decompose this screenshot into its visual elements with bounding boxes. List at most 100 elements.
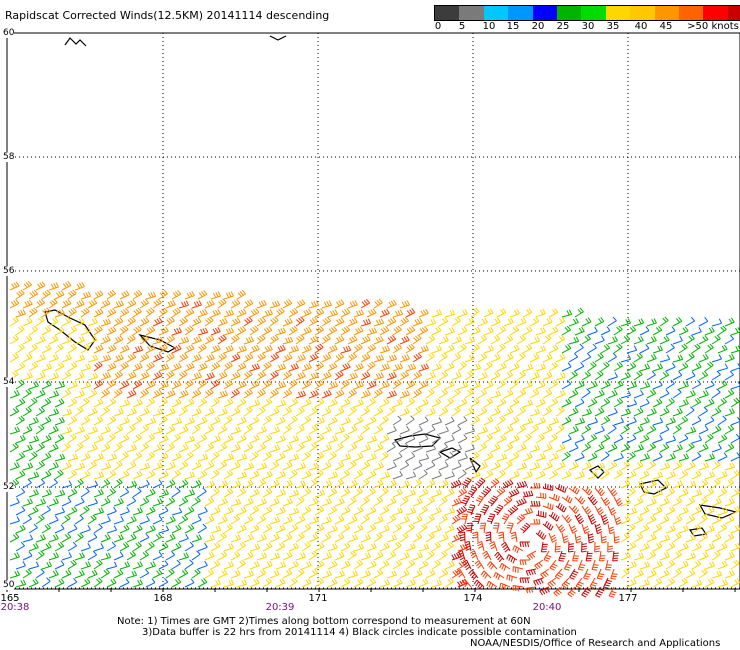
barb-feather (26, 318, 31, 324)
wind-barb (457, 361, 467, 372)
wind-barb (418, 326, 429, 336)
barb-feather (383, 435, 388, 441)
barb-feather (270, 391, 275, 396)
barb-feather (111, 397, 117, 403)
barb-feather (645, 470, 650, 476)
barb-feather (281, 416, 286, 422)
barb-staff (691, 383, 701, 390)
barb-staff (35, 482, 45, 489)
barb-staff (600, 364, 610, 372)
wind-barb (490, 353, 501, 363)
barb-staff (67, 347, 77, 354)
wind-barb (178, 460, 189, 471)
barb-feather (121, 292, 125, 298)
wind-barb (119, 434, 130, 444)
barb-feather (213, 398, 218, 404)
barb-staff (210, 331, 221, 336)
barb-feather (723, 434, 728, 439)
barb-feather (376, 426, 381, 431)
barb-feather (731, 353, 735, 359)
wind-barb (74, 390, 85, 399)
wind-barb (191, 442, 201, 453)
barb-staff (600, 401, 610, 408)
barb-staff (334, 446, 344, 453)
wind-barb (691, 343, 701, 354)
barb-staff (67, 365, 78, 372)
barb-feather (18, 326, 23, 332)
barb-feather (117, 354, 122, 360)
wind-barb (542, 483, 554, 491)
barb-staff (288, 367, 299, 372)
barb-feather (151, 380, 156, 386)
barb-feather (319, 490, 323, 496)
barb-feather (322, 337, 327, 342)
barb-feather (319, 469, 324, 474)
barb-feather (266, 435, 271, 440)
barb-staff (412, 465, 423, 471)
barb-feather (70, 434, 75, 440)
wind-barb (535, 345, 547, 354)
wind-barb (139, 407, 150, 417)
barb-feather (208, 408, 213, 414)
barb-feather (378, 373, 382, 378)
wind-barb (113, 300, 124, 309)
barb-feather (561, 317, 566, 322)
barb-feather (454, 389, 459, 395)
barb-feather (40, 460, 45, 466)
barb-feather (380, 328, 385, 333)
barb-staff (210, 454, 220, 462)
barb-feather (237, 443, 241, 449)
barb-feather (105, 426, 109, 432)
wind-barb (503, 442, 514, 453)
barb-feather (109, 489, 114, 494)
barb-feather (378, 462, 382, 468)
barb-feather (224, 390, 228, 396)
wind-barb (652, 417, 664, 426)
barb-staff (399, 394, 410, 399)
wind-barb (360, 406, 371, 417)
wind-barb (496, 343, 506, 354)
barb-feather (721, 345, 726, 351)
wind-barb (145, 344, 156, 354)
barb-feather (395, 380, 400, 386)
barb-feather (275, 479, 280, 485)
wind-barb (613, 325, 623, 336)
barb-feather (624, 372, 629, 378)
barb-staff (665, 421, 676, 426)
barb-feather (575, 425, 579, 431)
barb-feather (417, 478, 422, 484)
barb-feather (476, 470, 481, 476)
barb-feather (639, 407, 644, 413)
barb-feather (224, 364, 229, 369)
wind-barb (93, 489, 104, 498)
barb-feather (313, 463, 317, 469)
barb-feather (142, 443, 147, 449)
barb-feather (477, 363, 482, 369)
barb-feather (594, 471, 598, 476)
barb-feather (494, 478, 500, 483)
barb-staff (678, 457, 689, 462)
wind-barb (15, 289, 25, 300)
barb-feather (228, 328, 232, 334)
barb-feather (296, 301, 301, 307)
barb-feather (551, 471, 556, 476)
barb-feather (599, 463, 603, 469)
barb-feather (560, 406, 565, 411)
barb-feather (102, 319, 107, 325)
wind-barb (269, 352, 280, 363)
barb-feather (538, 482, 541, 489)
barb-staff (652, 402, 663, 408)
wind-barb (717, 452, 728, 462)
barb-feather (186, 364, 191, 370)
barb-feather (312, 390, 317, 396)
barb-feather (486, 362, 491, 368)
barb-feather (677, 481, 681, 487)
wind-barb (106, 308, 117, 318)
barb-feather (613, 460, 618, 466)
barb-staff (379, 419, 389, 426)
barb-feather (694, 399, 699, 404)
barb-feather (539, 471, 544, 477)
barb-feather (355, 310, 360, 316)
barb-feather (560, 372, 564, 378)
barb-staff (431, 437, 441, 444)
